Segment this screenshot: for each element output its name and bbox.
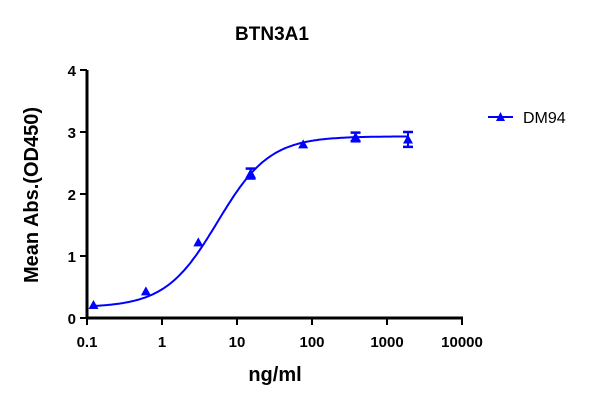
svg-text:10000: 10000 xyxy=(441,334,483,351)
triangle-marker-icon xyxy=(496,112,505,121)
legend-label: DM94 xyxy=(523,110,566,127)
y-axis-label: Mean Abs.(OD450) xyxy=(21,107,43,283)
x-axis-ticks: 0.1 1 10 100 1000 10000 xyxy=(77,318,483,351)
chart-title: BTN3A1 xyxy=(235,24,309,45)
triangle-marker-icon xyxy=(402,134,413,144)
triangle-marker-icon xyxy=(88,299,99,309)
svg-text:2: 2 xyxy=(68,187,76,204)
svg-text:1000: 1000 xyxy=(370,334,403,351)
svg-text:100: 100 xyxy=(299,334,324,351)
axes xyxy=(85,70,463,320)
data-points xyxy=(88,130,413,309)
svg-text:1: 1 xyxy=(158,334,166,351)
svg-text:4: 4 xyxy=(68,63,77,80)
triangle-marker-icon xyxy=(350,131,361,141)
triangle-marker-icon xyxy=(298,139,309,149)
fit-curve xyxy=(93,135,408,307)
svg-text:0.1: 0.1 xyxy=(77,334,98,351)
svg-text:3: 3 xyxy=(68,125,76,142)
triangle-marker-icon xyxy=(140,286,151,296)
x-axis-label: ng/ml xyxy=(248,364,301,386)
svg-text:1: 1 xyxy=(68,249,76,266)
svg-text:10: 10 xyxy=(229,334,246,351)
legend: DM94 xyxy=(488,110,566,127)
svg-text:0: 0 xyxy=(68,311,76,328)
triangle-marker-icon xyxy=(193,237,204,247)
y-axis-ticks: 0 1 2 3 4 xyxy=(68,63,87,328)
triangle-marker-icon xyxy=(245,168,256,178)
